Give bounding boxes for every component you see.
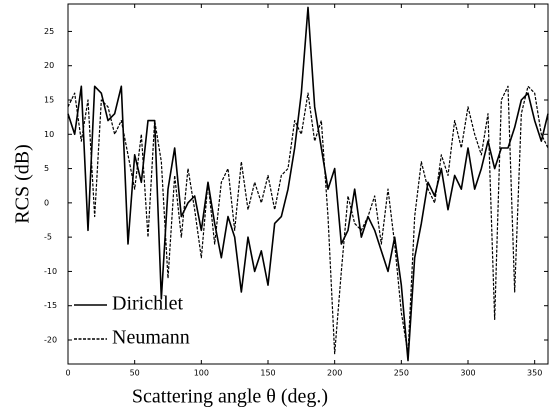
y-tick-label: 20 [44, 61, 54, 70]
x-tick-label: 300 [460, 369, 475, 378]
x-tick-label: 250 [394, 369, 409, 378]
x-tick-label: 0 [65, 369, 70, 378]
y-tick-label: 25 [44, 27, 54, 36]
x-tick-label: 100 [194, 369, 209, 378]
y-tick-label: -10 [44, 267, 57, 276]
y-tick-label: 10 [44, 130, 54, 139]
data-line [67, 85, 549, 355]
y-tick-label: -20 [44, 336, 57, 345]
y-axis-label: RCS (dB) [12, 144, 34, 223]
x-axis-label: Scattering angle θ (deg.) [132, 386, 328, 408]
x-tick-label: 200 [327, 369, 342, 378]
plot-frame [67, 3, 549, 365]
data-line [67, 6, 549, 362]
y-tick-label: 5 [44, 164, 49, 173]
y-tick-label: -15 [44, 301, 57, 310]
x-tick-label: 350 [527, 369, 542, 378]
x-tick-label: 150 [260, 369, 275, 378]
x-tick-label: 50 [130, 369, 140, 378]
legend-label: Neumann [112, 327, 190, 349]
y-tick-label: -5 [44, 233, 52, 242]
y-tick-label: 0 [44, 198, 49, 207]
legend-label: Dirichlet [112, 293, 184, 315]
y-tick-label: 15 [44, 96, 54, 105]
